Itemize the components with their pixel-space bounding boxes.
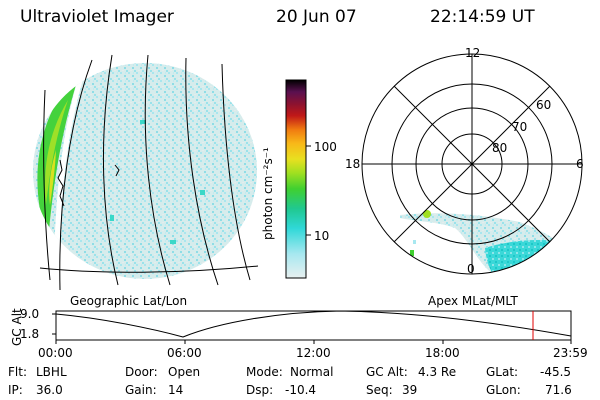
colorbar-unit-label: photon cm⁻²s⁻¹ [261, 147, 275, 240]
header-time: 22:14:59 UT [430, 7, 535, 27]
mlt-label-0: 0 [467, 262, 475, 276]
glon-value: 71.6 [545, 383, 572, 397]
dsp-label: Dsp: [246, 383, 274, 397]
colorbar-tick-100: 100 [314, 140, 337, 154]
gcalt-value: 4.3 Re [418, 365, 457, 379]
seq-label: Seq: [366, 383, 393, 397]
door-label: Door: [125, 365, 158, 379]
instrument-title: Ultraviolet Imager [20, 7, 174, 27]
gcalt-label: GC Alt: [366, 365, 408, 379]
altitude-ytick-1-8: 1.8 [20, 327, 40, 341]
colorbar-tick-10: 10 [314, 229, 330, 243]
mlat-label-70: 70 [512, 120, 528, 134]
mlat-label-60: 60 [536, 98, 552, 112]
time-tick-1200: 12:00 [296, 346, 331, 360]
time-tick-0600: 06:00 [167, 346, 202, 360]
time-tick-0000: 00:00 [38, 346, 73, 360]
color-scale-bar [285, 79, 311, 279]
geographic-image [33, 54, 259, 291]
mlt-label-18: 18 [345, 157, 361, 171]
ip-label: IP: [8, 383, 23, 397]
geo-panel-caption: Geographic Lat/Lon [70, 294, 188, 308]
mode-value: Normal [290, 365, 334, 379]
flt-value: LBHL [36, 365, 67, 379]
glat-label: GLat: [486, 365, 519, 379]
mode-label: Mode: [246, 365, 283, 379]
dsp-value: -10.4 [285, 383, 317, 397]
gain-value: 14 [168, 383, 184, 397]
glon-label: GLon: [486, 383, 521, 397]
flt-label: Flt: [8, 365, 27, 379]
altitude-plot [52, 310, 572, 344]
time-tick-2359: 23:59 [553, 346, 588, 360]
gain-label: Gain: [125, 383, 157, 397]
altitude-ytick-9: 9.0 [20, 307, 40, 321]
mlt-label-6: 6 [576, 157, 584, 171]
door-value: Open [168, 365, 201, 379]
glat-value: -45.5 [540, 365, 572, 379]
ip-value: 36.0 [36, 383, 63, 397]
polar-grid [361, 53, 583, 275]
polar-panel-caption: Apex MLat/MLT [428, 294, 518, 308]
mlat-label-80: 80 [492, 141, 508, 155]
time-tick-1800: 18:00 [425, 346, 460, 360]
header-date: 20 Jun 07 [276, 7, 357, 27]
seq-value: 39 [402, 383, 418, 397]
mlt-label-12: 12 [465, 46, 481, 60]
